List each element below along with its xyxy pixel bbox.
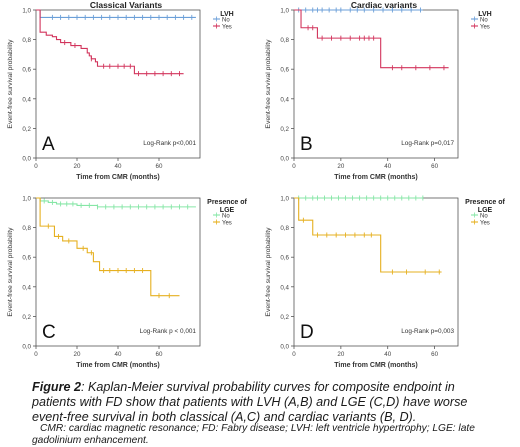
log-rank-text: Log-Rank p<0,001 xyxy=(143,140,196,147)
x-axis-label: Time from CMR (months) xyxy=(76,174,159,181)
figure-caption: Figure 2: Kaplan-Meier survival probabil… xyxy=(32,380,502,425)
y-tick-label: 0,0 xyxy=(280,156,289,163)
legend-title: LGE xyxy=(220,207,235,214)
legend-label-yes: Yes xyxy=(480,221,490,227)
x-axis-label: Time from CMR (months) xyxy=(334,174,417,181)
y-tick-label: 1,0 xyxy=(280,8,289,15)
y-tick-label: 0,4 xyxy=(280,96,289,103)
y-tick-label: 0,0 xyxy=(280,344,289,351)
y-tick-label: 0,6 xyxy=(22,67,31,74)
x-tick-label: 0 xyxy=(34,163,38,170)
x-tick-label: 0 xyxy=(34,351,38,358)
y-tick-label: 0,6 xyxy=(280,255,289,262)
km-panel-a: Classical Variants 0,0 0,2 0,4 0,6 0,8 1,0 0 20 4… xyxy=(0,0,252,182)
x-tick-label: 60 xyxy=(156,351,163,358)
km-panel-c: 0,0 0,2 0,4 0,6 0,8 1,0 0 20 40 60 Time from CMR (… xyxy=(0,188,252,370)
panel-letter: C xyxy=(42,322,56,343)
survival-curve-yes xyxy=(294,197,442,273)
chart-title: Classical Variants xyxy=(90,0,163,10)
y-tick-label: 0,2 xyxy=(280,314,289,321)
plot-frame xyxy=(35,9,201,159)
x-tick-label: 40 xyxy=(384,351,391,358)
survival-curve-yes xyxy=(294,9,449,69)
legend-label-no: No xyxy=(480,18,488,24)
survival-curve-yes xyxy=(36,9,184,75)
y-tick-label: 0,0 xyxy=(22,156,31,163)
chart-title: Cardiac variants xyxy=(351,0,417,10)
log-rank-text: Log-Rank p < 0,001 xyxy=(140,328,197,335)
log-rank-text: Log-Rank p=0,003 xyxy=(401,328,454,335)
x-tick-label: 60 xyxy=(431,163,438,170)
panel-letter: B xyxy=(300,134,313,155)
y-tick-label: 0,6 xyxy=(22,255,31,262)
panel-letter: D xyxy=(300,322,314,343)
figure-caption-text: : Kaplan-Meier survival probability curv… xyxy=(32,380,468,424)
km-panel-d: 0,0 0,2 0,4 0,6 0,8 1,0 0 20 40 60 Time from CMR (… xyxy=(258,188,510,370)
plot-frame xyxy=(293,9,459,159)
x-tick-label: 40 xyxy=(115,163,122,170)
y-tick-label: 0,6 xyxy=(280,67,289,74)
y-axis-label: Event-free survival probability xyxy=(7,39,14,129)
y-axis-label: Event-free survival probability xyxy=(265,39,272,129)
y-tick-label: 1,0 xyxy=(280,196,289,203)
km-chart-svg: Classical Variants 0,0 0,2 0,4 0,6 0,8 1,0 0 20 4… xyxy=(7,0,234,181)
km-panel-b: Cardiac variants 0,0 0,2 0,4 0,6 0,8 1,0 0 20 40 6… xyxy=(258,0,510,182)
y-axis-label: Event-free survival probability xyxy=(7,227,14,317)
km-chart-svg: 0,0 0,2 0,4 0,6 0,8 1,0 0 20 40 60 Time from CMR (… xyxy=(265,195,506,369)
legend-label-no: No xyxy=(222,18,230,24)
km-chart-svg: 0,0 0,2 0,4 0,6 0,8 1,0 0 20 40 60 Time from CMR (… xyxy=(7,196,248,370)
x-axis-label: Time from CMR (months) xyxy=(76,362,159,369)
y-tick-label: 0,4 xyxy=(22,96,31,103)
y-tick-label: 1,0 xyxy=(22,8,31,15)
x-tick-label: 60 xyxy=(431,351,438,358)
x-tick-label: 0 xyxy=(292,351,296,358)
legend-label-no: No xyxy=(480,214,488,220)
y-tick-label: 0,4 xyxy=(22,284,31,291)
km-chart-svg: Cardiac variants 0,0 0,2 0,4 0,6 0,8 1,0 0 20 40 6… xyxy=(265,0,492,181)
legend-label-yes: Yes xyxy=(222,221,232,227)
log-rank-text: Log-Rank p=0,017 xyxy=(401,140,454,147)
x-tick-label: 40 xyxy=(384,163,391,170)
y-tick-label: 1,0 xyxy=(22,196,31,203)
legend-title: Presence of xyxy=(207,199,247,206)
survival-curve-yes xyxy=(36,197,180,297)
legend-label-no: No xyxy=(222,214,230,220)
x-tick-label: 20 xyxy=(74,351,81,358)
x-tick-label: 20 xyxy=(337,351,344,358)
y-tick-label: 0,4 xyxy=(280,284,289,291)
x-axis-label: Time from CMR (months) xyxy=(334,362,417,369)
y-tick-label: 0,8 xyxy=(280,225,289,232)
y-tick-label: 0,2 xyxy=(280,126,289,133)
legend-title: Presence of xyxy=(465,199,505,206)
x-tick-label: 60 xyxy=(156,163,163,170)
y-tick-label: 0,2 xyxy=(22,314,31,321)
x-tick-label: 0 xyxy=(292,163,296,170)
y-axis-label: Event-free survival probability xyxy=(265,227,272,317)
legend-title: LGE xyxy=(478,207,493,214)
panel-letter: A xyxy=(42,134,55,155)
abbreviations-note: CMR: cardiac magnetic resonance; FD: Fab… xyxy=(32,423,502,447)
legend-title: LVH xyxy=(478,11,491,18)
legend-label-yes: Yes xyxy=(222,25,232,31)
figure-label: Figure 2 xyxy=(32,380,81,394)
y-tick-label: 0,2 xyxy=(22,126,31,133)
y-tick-label: 0,8 xyxy=(22,225,31,232)
x-tick-label: 20 xyxy=(337,163,344,170)
x-tick-label: 40 xyxy=(115,351,122,358)
abbreviations-text: CMR: cardiac magnetic resonance; FD: Fab… xyxy=(32,423,475,446)
x-tick-label: 20 xyxy=(74,163,81,170)
y-tick-label: 0,8 xyxy=(280,37,289,44)
legend-label-yes: Yes xyxy=(480,25,490,31)
legend-title: LVH xyxy=(220,11,233,18)
y-tick-label: 0,8 xyxy=(22,37,31,44)
y-tick-label: 0,0 xyxy=(22,344,31,351)
